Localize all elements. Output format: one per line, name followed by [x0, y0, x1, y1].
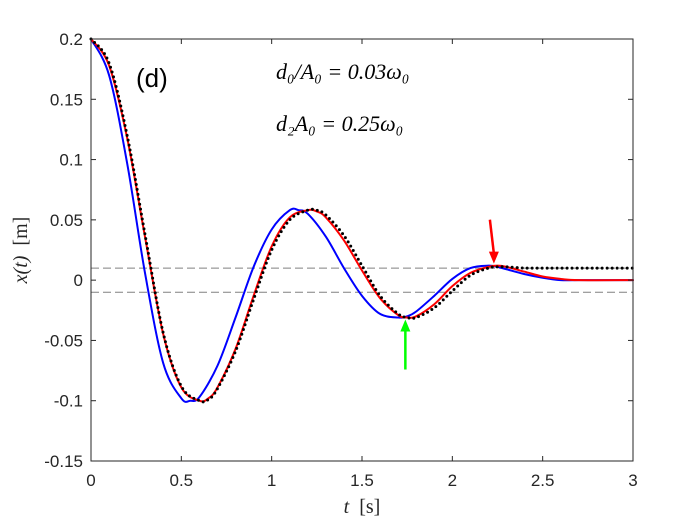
y-tick-label: 0.15 [50, 90, 83, 109]
y-axis-ticks: -0.15 -0.1 -0.05 0 0.05 0.1 0.15 0.2 [44, 30, 633, 471]
x-tick-label: 1.5 [350, 471, 374, 490]
y-tick-label: -0.1 [54, 392, 83, 411]
x-tick-label: 2.5 [531, 471, 555, 490]
panel-label: (d) [136, 63, 168, 93]
x-axis-label: t [s] [344, 496, 381, 518]
x-axis-unit: [s] [359, 496, 380, 518]
arrow-green-up [400, 319, 411, 370]
x-axis-ticks: 0 0.5 1 1.5 2 2.5 3 [86, 39, 638, 490]
series-line-black-dotted [89, 37, 635, 404]
y-tick-label: 0.05 [50, 211, 83, 230]
annotation-d0-ratio: d₀/A₀ = 0.03ω₀ [276, 59, 409, 84]
x-axis-var: t [344, 496, 350, 518]
y-axis-var: x(t) [10, 255, 32, 284]
arrow-red-down [488, 219, 499, 264]
plot-area-background [91, 39, 633, 461]
x-tick-label: 0 [86, 471, 95, 490]
x-tick-label: 2 [448, 471, 457, 490]
y-axis-label: x(t) [m] [10, 217, 32, 285]
annotation-d2-product: d₂A₀ = 0.25ω₀ [276, 111, 403, 136]
y-tick-label: -0.05 [44, 331, 83, 350]
y-tick-label: 0.1 [59, 151, 83, 170]
x-tick-label: 0.5 [170, 471, 194, 490]
y-tick-label: 0 [74, 271, 83, 290]
series-group [89, 37, 635, 404]
x-tick-label: 3 [628, 471, 637, 490]
y-tick-label: -0.15 [44, 452, 83, 471]
y-axis-unit: [m] [10, 217, 32, 246]
arrows-group [400, 219, 499, 370]
x-tick-label: 1 [267, 471, 276, 490]
y-tick-label: 0.2 [59, 30, 83, 49]
